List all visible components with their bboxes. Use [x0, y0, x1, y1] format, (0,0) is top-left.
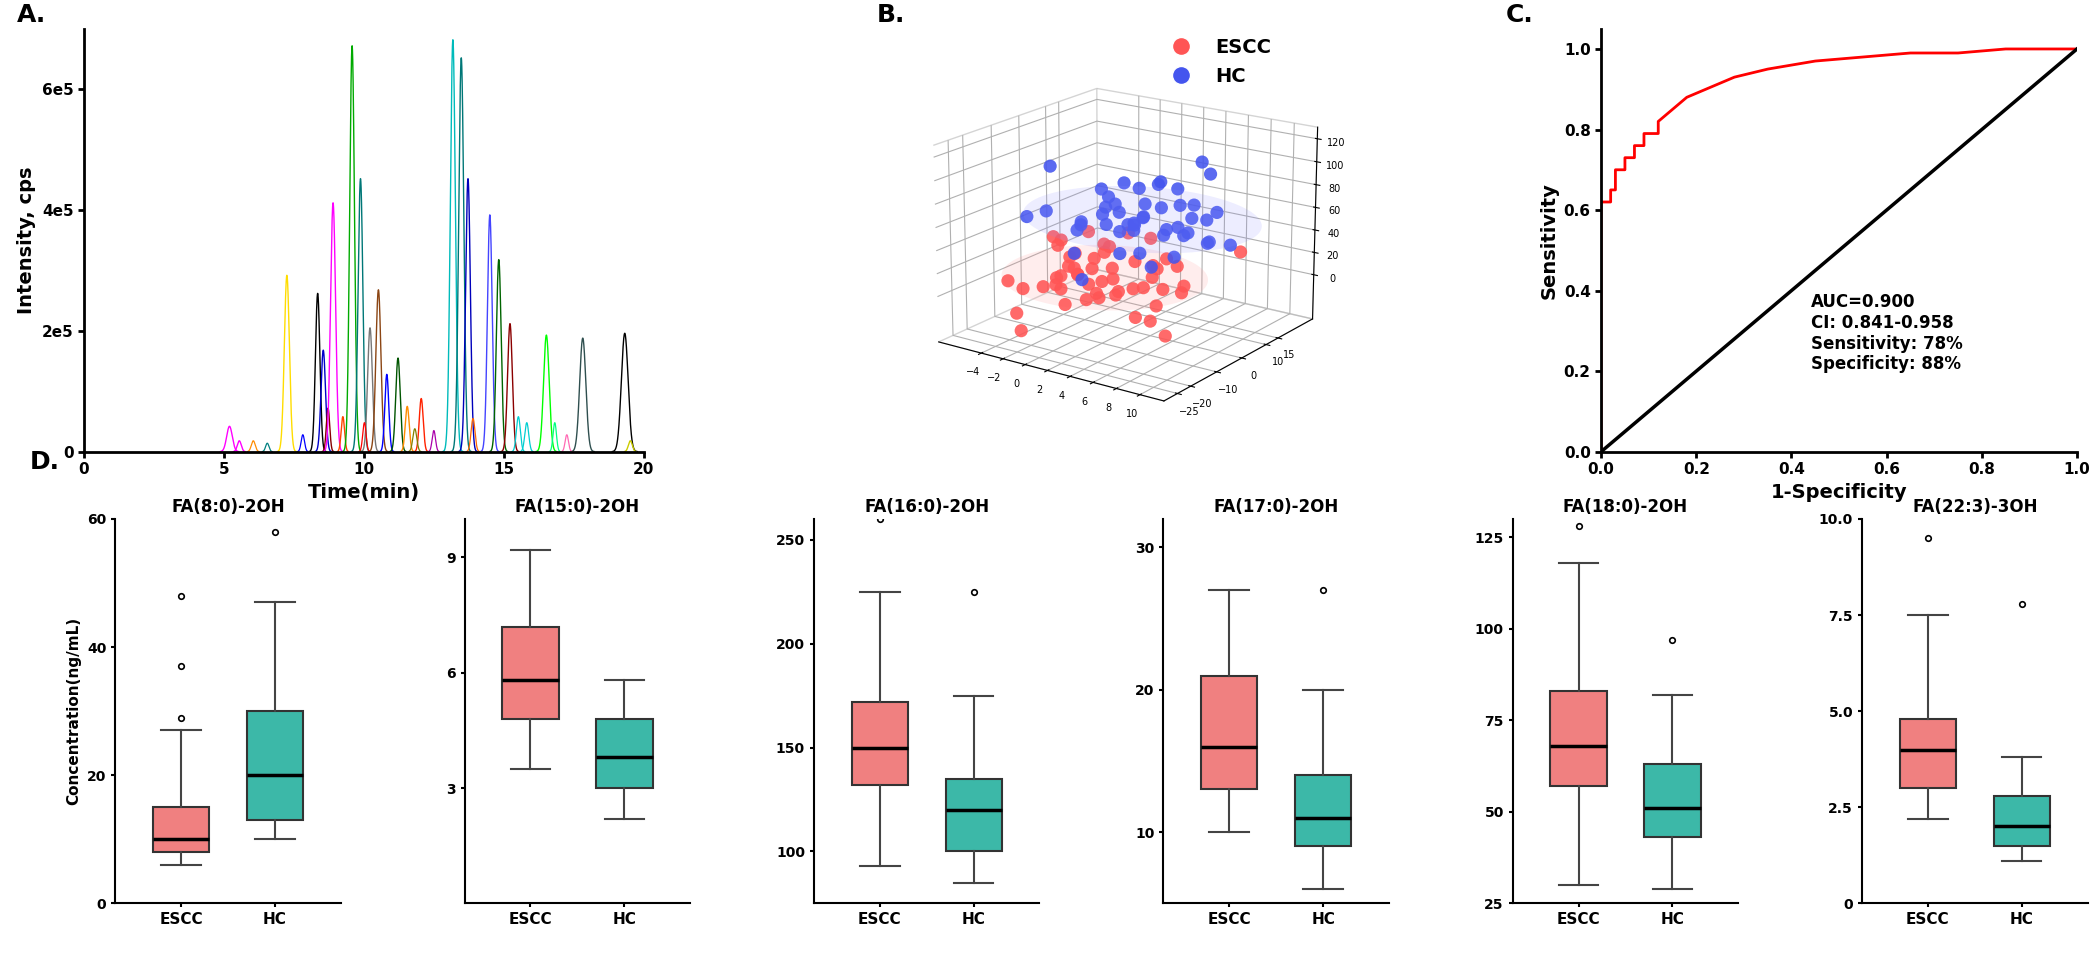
Legend: ESCC, HC: ESCC, HC — [1154, 30, 1280, 93]
FancyBboxPatch shape — [1899, 719, 1955, 788]
Y-axis label: Intensity, cps: Intensity, cps — [17, 166, 36, 314]
FancyBboxPatch shape — [248, 711, 304, 820]
FancyBboxPatch shape — [153, 807, 210, 852]
FancyBboxPatch shape — [1645, 764, 1701, 837]
FancyBboxPatch shape — [946, 778, 1003, 851]
Title: FA(15:0)-2OH: FA(15:0)-2OH — [514, 498, 640, 516]
Text: AUC=0.900
CI: 0.841-0.958
Sensitivity: 78%
Specificity: 88%: AUC=0.900 CI: 0.841-0.958 Sensitivity: 7… — [1811, 293, 1962, 374]
Title: FA(16:0)-2OH: FA(16:0)-2OH — [864, 498, 990, 516]
FancyBboxPatch shape — [596, 719, 652, 788]
FancyBboxPatch shape — [1294, 776, 1351, 847]
Text: A.: A. — [17, 4, 46, 28]
Title: FA(8:0)-2OH: FA(8:0)-2OH — [172, 498, 285, 516]
FancyBboxPatch shape — [1993, 796, 2050, 846]
Text: C.: C. — [1506, 4, 1534, 28]
Y-axis label: Concentration(ng/mL): Concentration(ng/mL) — [67, 617, 82, 805]
Title: FA(22:3)-3OH: FA(22:3)-3OH — [1911, 498, 2037, 516]
FancyBboxPatch shape — [1200, 676, 1257, 789]
Y-axis label: Sensitivity: Sensitivity — [1540, 182, 1559, 299]
FancyBboxPatch shape — [852, 702, 908, 785]
X-axis label: Time(min): Time(min) — [308, 482, 420, 502]
FancyBboxPatch shape — [1550, 691, 1607, 786]
FancyBboxPatch shape — [501, 627, 558, 719]
Title: FA(17:0)-2OH: FA(17:0)-2OH — [1213, 498, 1339, 516]
Text: B.: B. — [877, 4, 906, 28]
Text: D.: D. — [29, 450, 59, 474]
X-axis label: 1-Specificity: 1-Specificity — [1771, 482, 1907, 502]
Title: FA(18:0)-2OH: FA(18:0)-2OH — [1563, 498, 1689, 516]
